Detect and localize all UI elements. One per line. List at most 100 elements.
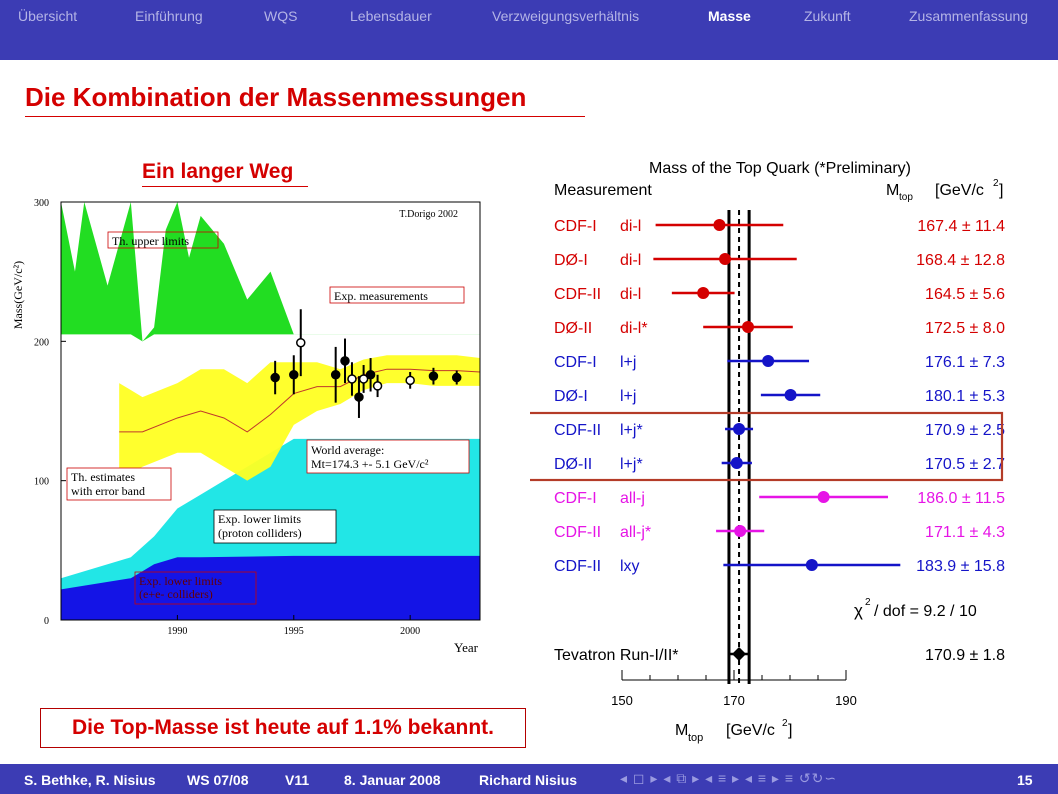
history-credit: T.Dorigo 2002 xyxy=(399,209,458,220)
nav-item-wqs[interactable]: WQS xyxy=(264,8,298,24)
svg-text:Exp. lower limits: Exp. lower limits xyxy=(139,574,222,588)
row-value-label: 172.5 ± 8.0 xyxy=(925,320,1005,337)
row-value-label: 183.9 ± 15.8 xyxy=(916,558,1005,575)
row-point xyxy=(719,253,732,265)
history-x-axis-label: Year xyxy=(454,640,479,655)
row-value-label: 168.4 ± 12.8 xyxy=(916,252,1005,269)
row-point xyxy=(762,355,775,367)
row-experiment: CDF-I xyxy=(554,354,597,371)
nav-item-masse[interactable]: Masse xyxy=(708,8,751,24)
theory-estimate-band xyxy=(119,355,480,481)
row-experiment: DØ-I xyxy=(554,388,588,405)
row-experiment: CDF-I xyxy=(554,218,597,235)
row-channel: l+j xyxy=(620,354,636,371)
svg-text:(proton colliders): (proton colliders) xyxy=(218,526,302,540)
combination-x-axis: 150 170 190 xyxy=(611,670,857,708)
column-header-mass: M top [GeV/c 2 ] xyxy=(886,178,1003,203)
row-channel: l+j xyxy=(620,388,636,405)
row-experiment: DØ-I xyxy=(554,252,588,269)
combination-rows: CDF-I di-l 167.4 ± 11.4 DØ-I di-l 168.4 ± 12.… xyxy=(554,218,1005,664)
svg-text:(e+e- colliders): (e+e- colliders) xyxy=(139,587,213,601)
svg-text:Exp. lower limits: Exp. lower limits xyxy=(218,512,301,526)
combination-x-axis-label: M top [GeV/c 2 ] xyxy=(675,718,792,744)
row-point xyxy=(732,647,747,661)
row-value-label: 186.0 ± 11.5 xyxy=(917,490,1005,507)
y-tick-label: 300 xyxy=(34,198,49,209)
x-tick-label: 1995 xyxy=(284,626,304,637)
footer-page-number: 15 xyxy=(1017,772,1033,788)
row-channel: all-j xyxy=(620,490,645,507)
row-experiment: CDF-II xyxy=(554,524,601,541)
combination-title: Mass of the Top Quark (*Preliminary) xyxy=(649,160,911,177)
row-point xyxy=(734,525,747,537)
svg-text:2: 2 xyxy=(782,718,788,729)
measurement-point xyxy=(270,372,280,383)
chi2-label: χ 2 / dof = 9.2 / 10 xyxy=(854,597,977,620)
annotation-proton-lower-limits: Exp. lower limits (proton colliders) xyxy=(213,509,337,544)
row-point xyxy=(713,219,726,231)
measurement-point xyxy=(330,370,341,380)
svg-text:Mt=174.3 +- 5.1 GeV/c²: Mt=174.3 +- 5.1 GeV/c² xyxy=(311,457,429,471)
x-tick-label: 2000 xyxy=(400,626,420,637)
row-experiment: DØ-II xyxy=(554,320,592,337)
row-point xyxy=(784,389,797,401)
measurement-point xyxy=(354,392,364,402)
history-y-axis-label: Mass(GeV/c²) xyxy=(11,261,25,329)
row-channel: di-l xyxy=(620,286,641,303)
measurement-point xyxy=(372,381,383,391)
row-point xyxy=(742,321,754,333)
row-channel: l+j* xyxy=(620,422,643,439)
combination-band-lines xyxy=(727,210,751,684)
nav-item-zusammenfassung[interactable]: Zusammenfassung xyxy=(909,8,1029,24)
x-tick-label: 1990 xyxy=(167,626,187,637)
nav-item-zukunft[interactable]: Zukunft xyxy=(804,8,851,24)
svg-text:]: ] xyxy=(999,182,1003,199)
column-header-measurement: Measurement xyxy=(554,182,652,199)
row-point xyxy=(697,287,710,299)
row-value-label: 180.1 ± 5.3 xyxy=(925,388,1005,405)
left-chart-subtitle: Ein langer Weg xyxy=(142,160,294,183)
measurement-point xyxy=(428,371,439,381)
y-tick-label: 100 xyxy=(34,477,49,488)
conclusion-box: Die Top-Masse ist heute auf 1.1% bekannt… xyxy=(40,708,526,748)
nav-item-verzweigungsverhaeltnis[interactable]: Verzweigungsverhältnis xyxy=(492,8,640,24)
history-plot-area: 0 100 200 300 1990 1995 2000 xyxy=(34,198,481,637)
row-experiment: DØ-II xyxy=(554,456,592,473)
measurement-point xyxy=(451,372,462,383)
x-tick-label: 190 xyxy=(835,693,857,708)
nav-item-lebensdauer[interactable]: Lebensdauer xyxy=(350,8,432,24)
nav-item-uebersicht[interactable]: Übersicht xyxy=(18,8,78,24)
row-point xyxy=(805,559,818,571)
measurement-point xyxy=(347,374,357,384)
highlight-box xyxy=(530,411,1004,482)
footer-speaker: Richard Nisius xyxy=(479,772,578,788)
svg-text:M: M xyxy=(675,722,688,739)
svg-text:Th. upper limits: Th. upper limits xyxy=(112,234,189,248)
row-channel: all-j* xyxy=(620,524,651,541)
row-point xyxy=(733,423,746,435)
beamer-navigation-symbols[interactable]: ◂ ◻ ▸ ◂ ⧉ ▸ ◂ ≡ ▸ ◂ ≡ ▸ ≡ ↺↻∽ xyxy=(620,770,838,786)
row-point xyxy=(730,457,743,469)
svg-text:with error band: with error band xyxy=(71,484,145,498)
row-value-label: 176.1 ± 7.3 xyxy=(925,354,1005,371)
measurement-point xyxy=(365,370,376,380)
svg-text:top: top xyxy=(688,732,703,744)
y-tick-label: 200 xyxy=(34,337,49,348)
annotation-world-average: World average: Mt=174.3 +- 5.1 GeV/c² xyxy=(306,439,470,474)
x-tick-label: 170 xyxy=(723,693,745,708)
nav-item-einfuehrung[interactable]: Einführung xyxy=(135,8,203,24)
plot-frame xyxy=(60,201,481,621)
footer-semester: WS 07/08 xyxy=(187,772,249,788)
row-channel: l+j* xyxy=(620,456,643,473)
footer-bar: S. Bethke, R. Nisius WS 07/08 V11 8. Jan… xyxy=(0,764,1058,794)
top-navigation-bar: Übersicht Einführung WQS Lebensdauer Ver… xyxy=(0,0,1058,60)
svg-text:[GeV/c: [GeV/c xyxy=(935,182,984,199)
svg-text:Th. estimates: Th. estimates xyxy=(71,470,135,484)
row-channel: di-l xyxy=(620,252,641,269)
annotation-th-estimates: Th. estimates with error band xyxy=(66,467,172,501)
row-value-label: 167.4 ± 11.4 xyxy=(917,218,1005,235)
row-value-label: 170.9 ± 2.5 xyxy=(925,422,1005,439)
annotation-ee-lower-limits: Exp. lower limits (e+e- colliders) xyxy=(134,571,257,605)
svg-text:2: 2 xyxy=(865,597,871,608)
row-channel: lxy xyxy=(620,558,640,575)
